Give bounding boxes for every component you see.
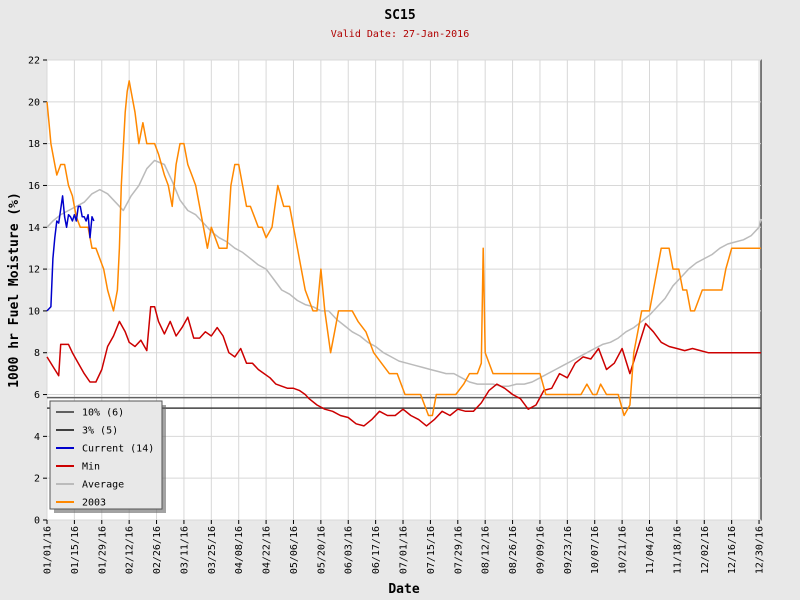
x-tick-label: 10/21/16 bbox=[618, 526, 629, 574]
x-axis-label: Date bbox=[388, 582, 419, 597]
x-tick-label: 11/04/16 bbox=[645, 526, 656, 574]
legend-label: 3% (5) bbox=[82, 426, 118, 437]
x-tick-label: 10/07/16 bbox=[590, 526, 601, 574]
y-tick-label: 4 bbox=[34, 432, 40, 443]
y-tick-label: 8 bbox=[34, 348, 40, 359]
y-tick-label: 6 bbox=[34, 390, 40, 401]
x-tick-label: 04/22/16 bbox=[262, 526, 273, 574]
legend-label: Average bbox=[82, 480, 124, 491]
x-tick-label: 09/23/16 bbox=[563, 526, 574, 574]
series-line-average bbox=[46, 159, 762, 387]
y-tick-label: 10 bbox=[28, 306, 40, 317]
y-axis: 0 2 4 6 8 10 12 14 16 18 20 22 bbox=[28, 56, 47, 527]
y-tick-label: 14 bbox=[28, 223, 40, 234]
x-tick-label: 07/29/16 bbox=[453, 526, 464, 574]
x-tick-label: 01/01/16 bbox=[43, 526, 54, 574]
x-tick-label: 03/11/16 bbox=[179, 526, 190, 574]
series-line-2003 bbox=[46, 80, 761, 417]
x-tick-label: 06/03/16 bbox=[344, 526, 355, 574]
x-tick-label: 07/15/16 bbox=[426, 526, 437, 574]
y-tick-label: 18 bbox=[28, 139, 40, 150]
chart-subtitle: Valid Date: 27-Jan-2016 bbox=[331, 29, 469, 40]
y-tick-label: 0 bbox=[34, 516, 40, 527]
y-tick-label: 22 bbox=[28, 56, 40, 67]
legend-label: Min bbox=[82, 462, 100, 473]
x-tick-label: 11/18/16 bbox=[672, 526, 683, 574]
x-tick-label: 01/15/16 bbox=[70, 526, 81, 574]
x-tick-label: 09/09/16 bbox=[535, 526, 546, 574]
x-tick-label: 12/16/16 bbox=[727, 526, 738, 574]
x-tick-label: 06/17/16 bbox=[371, 526, 382, 574]
y-tick-label: 20 bbox=[28, 97, 40, 108]
x-tick-label: 04/08/16 bbox=[234, 526, 245, 574]
x-tick-label: 08/12/16 bbox=[481, 526, 492, 574]
x-tick-label: 03/25/16 bbox=[207, 526, 218, 574]
y-tick-label: 12 bbox=[28, 265, 40, 276]
legend-label: 2003 bbox=[82, 498, 106, 509]
x-tick-label: 12/30/16 bbox=[755, 526, 766, 574]
chart-title: SC15 bbox=[384, 8, 415, 23]
series-lines bbox=[46, 80, 762, 427]
y-tick-label: 16 bbox=[28, 181, 40, 192]
x-tick-label: 02/26/16 bbox=[152, 526, 163, 574]
series-line-current-14 bbox=[46, 195, 95, 312]
x-tick-label: 08/26/16 bbox=[508, 526, 519, 574]
x-axis: 01/01/16 01/15/16 01/29/16 02/12/16 02/26/16… bbox=[43, 520, 766, 574]
x-tick-label: 12/02/16 bbox=[700, 526, 711, 574]
series-line-min bbox=[46, 305, 761, 427]
y-axis-label: 1000 hr Fuel Moisture (%) bbox=[7, 192, 22, 388]
x-tick-label: 01/29/16 bbox=[97, 526, 108, 574]
x-tick-label: 07/01/16 bbox=[399, 526, 410, 574]
x-tick-label: 05/20/16 bbox=[316, 526, 327, 574]
x-tick-label: 05/06/16 bbox=[289, 526, 300, 574]
x-tick-label: 02/12/16 bbox=[125, 526, 136, 574]
grid bbox=[46, 59, 761, 521]
legend-label: Current (14) bbox=[82, 444, 154, 455]
legend-label: 10% (6) bbox=[82, 408, 124, 419]
legend: 10% (6) 3% (5) Current (14) Min Average 2003 bbox=[49, 400, 166, 513]
y-tick-label: 2 bbox=[34, 474, 40, 485]
